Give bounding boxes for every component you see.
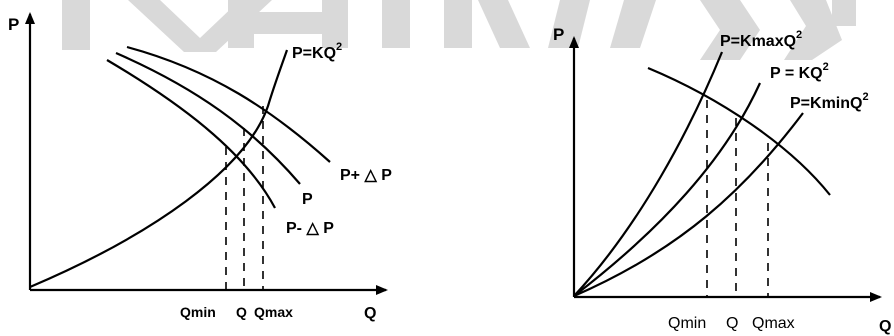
right-kmax-label: P=KmaxQ2	[720, 29, 802, 50]
right-tick-q: Q	[726, 315, 738, 332]
left-pump-low-label: P- △ P	[286, 220, 334, 237]
left-x-axis-label: Q	[364, 305, 376, 322]
left-tick-q: Q	[236, 304, 247, 320]
right-kmin-label: P=KminQ2	[790, 91, 869, 112]
right-pump-curve	[647, 66, 831, 196]
left-pump-label: P	[302, 191, 313, 208]
left-system-curve	[29, 49, 289, 289]
left-tick-qmax: Qmax	[254, 304, 293, 320]
left-diagram	[25, 12, 388, 295]
watermark	[62, 0, 856, 60]
right-kmin-curve	[573, 112, 804, 298]
right-diagram	[569, 36, 882, 302]
right-k-label: P = KQ2	[770, 61, 829, 82]
left-tick-qmin: Qmin	[180, 304, 216, 320]
right-tick-qmin: Qmin	[668, 315, 706, 332]
left-y-axis-label: P	[8, 15, 19, 34]
right-tick-qmax: Qmax	[752, 315, 795, 332]
left-pump-curve-low	[106, 59, 276, 209]
left-pump-high-label: P+ △ P	[340, 167, 392, 184]
left-pump-curve-mid	[115, 51, 301, 185]
right-kmax-curve	[573, 51, 724, 297]
right-k-curve	[573, 82, 762, 297]
right-x-axis-label: Q	[879, 318, 891, 335]
right-y-axis-label: P	[553, 25, 564, 44]
left-system-curve-label: P=KQ2	[292, 41, 342, 62]
left-pump-curve-high	[126, 45, 331, 163]
